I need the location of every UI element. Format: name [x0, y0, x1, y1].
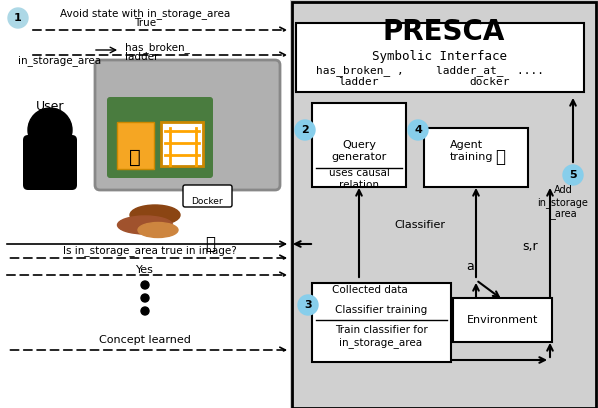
Text: has_broken_ ,: has_broken_ , [316, 65, 404, 76]
Circle shape [141, 281, 149, 289]
FancyBboxPatch shape [95, 60, 280, 190]
Text: 4: 4 [414, 125, 422, 135]
Text: User: User [36, 100, 64, 113]
Text: 1: 1 [14, 13, 22, 23]
FancyBboxPatch shape [161, 122, 203, 166]
Text: Docker: Docker [191, 197, 223, 206]
Text: 5: 5 [569, 170, 577, 180]
Text: 🤖: 🤖 [129, 148, 141, 167]
Text: Agent
training: Agent training [450, 140, 493, 162]
Text: uses causal
relation: uses causal relation [328, 168, 389, 190]
Circle shape [141, 307, 149, 315]
FancyBboxPatch shape [183, 185, 232, 207]
Ellipse shape [117, 216, 172, 234]
Text: Classifier training: Classifier training [335, 305, 427, 315]
Text: Environment: Environment [467, 315, 539, 325]
Text: 2: 2 [301, 125, 309, 135]
Ellipse shape [130, 205, 180, 225]
Text: True: True [134, 18, 156, 28]
FancyBboxPatch shape [23, 135, 77, 190]
Text: 3: 3 [304, 300, 312, 310]
Text: s,r: s,r [522, 240, 538, 253]
Text: Collected data: Collected data [332, 285, 408, 295]
Circle shape [408, 120, 428, 140]
Text: Query
generator: Query generator [331, 140, 387, 162]
Text: PRESCA: PRESCA [383, 18, 505, 46]
FancyBboxPatch shape [453, 298, 552, 342]
Circle shape [8, 8, 28, 28]
Text: Classifier: Classifier [395, 220, 446, 230]
Text: Train classifier for
in_storage_area: Train classifier for in_storage_area [335, 325, 428, 348]
FancyBboxPatch shape [117, 122, 154, 169]
Text: ladder_at_  ....: ladder_at_ .... [436, 65, 544, 76]
Text: Is in_storage_area true in image?: Is in_storage_area true in image? [63, 245, 237, 256]
FancyBboxPatch shape [312, 103, 406, 187]
Text: ladder: ladder [338, 77, 379, 87]
Text: has_broken_: has_broken_ [125, 42, 190, 53]
Text: Symbolic Interface: Symbolic Interface [373, 50, 508, 63]
Text: in_storage_area: in_storage_area [18, 55, 101, 66]
Text: 🏠: 🏠 [205, 235, 215, 253]
Text: Concept learned: Concept learned [99, 335, 191, 345]
Text: Yes: Yes [136, 265, 154, 275]
Text: docker: docker [470, 77, 510, 87]
Circle shape [298, 295, 318, 315]
Text: 🤖: 🤖 [495, 148, 505, 166]
FancyBboxPatch shape [0, 0, 290, 408]
Circle shape [28, 108, 72, 152]
Text: Avoid state with in_storage_area: Avoid state with in_storage_area [60, 8, 230, 19]
Circle shape [295, 120, 315, 140]
Text: ladder: ladder [125, 52, 158, 62]
FancyBboxPatch shape [296, 23, 584, 92]
FancyBboxPatch shape [107, 97, 213, 178]
Text: a: a [466, 260, 474, 273]
FancyBboxPatch shape [312, 283, 451, 362]
Ellipse shape [138, 222, 178, 237]
FancyBboxPatch shape [424, 128, 528, 187]
Text: Add
in_storage
_area: Add in_storage _area [538, 185, 588, 220]
Circle shape [563, 165, 583, 185]
FancyBboxPatch shape [290, 0, 598, 408]
Circle shape [141, 294, 149, 302]
